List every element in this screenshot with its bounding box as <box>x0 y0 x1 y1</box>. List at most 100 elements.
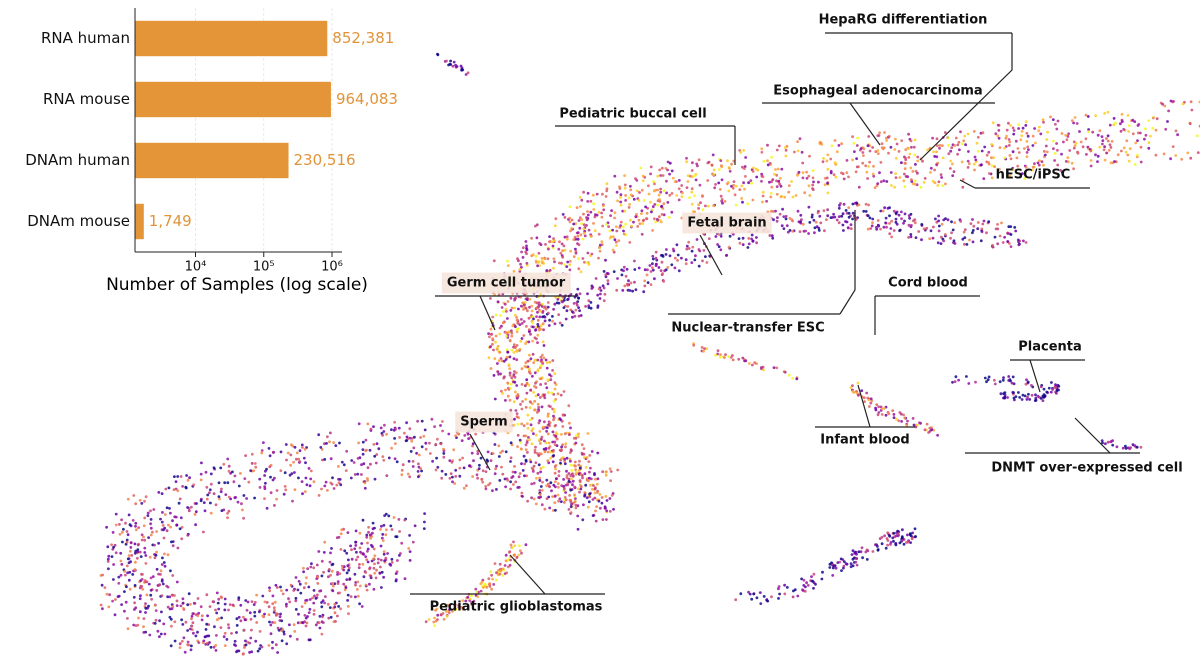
embedding-point <box>568 263 572 267</box>
embedding-point <box>499 451 502 455</box>
embedding-point <box>769 192 773 195</box>
embedding-point <box>554 480 557 483</box>
embedding-point <box>600 496 604 499</box>
embedding-point <box>144 495 148 499</box>
embedding-point <box>593 496 597 500</box>
embedding-point <box>231 603 235 607</box>
embedding-point <box>651 266 654 270</box>
embedding-point <box>258 477 262 481</box>
embedding-point <box>173 620 177 624</box>
embedding-point <box>1030 393 1034 397</box>
embedding-point <box>373 571 377 575</box>
embedding-point <box>235 617 239 621</box>
embedding-point <box>762 595 766 598</box>
embedding-point <box>878 171 881 175</box>
embedding-point <box>635 179 639 182</box>
embedding-point <box>959 130 962 134</box>
embedding-point <box>598 493 602 496</box>
embedding-point <box>531 339 534 343</box>
embedding-point <box>395 460 399 464</box>
embedding-point <box>653 203 657 206</box>
embedding-point <box>770 595 773 599</box>
embedding-point <box>297 580 301 583</box>
embedding-point <box>505 331 509 335</box>
embedding-point <box>554 485 557 489</box>
embedding-point <box>175 523 179 527</box>
embedding-point <box>724 353 727 356</box>
embedding-point <box>998 380 1002 384</box>
embedding-point <box>436 465 440 469</box>
embedding-point <box>538 315 542 319</box>
embedding-point <box>817 180 820 184</box>
embedding-point <box>691 161 694 165</box>
embedding-point <box>552 410 556 414</box>
embedding-point <box>275 497 278 501</box>
embedding-point <box>366 466 370 469</box>
embedding-point <box>1042 120 1045 124</box>
embedding-point <box>857 185 861 189</box>
embedding-point <box>384 556 388 560</box>
embedding-point <box>212 466 216 470</box>
embedding-point <box>107 567 110 571</box>
embedding-point <box>761 190 765 194</box>
embedding-point <box>205 622 209 626</box>
embedding-point <box>360 542 364 545</box>
embedding-point <box>161 524 165 527</box>
embedding-point <box>519 339 523 343</box>
embedding-point <box>1006 396 1009 399</box>
embedding-point <box>173 515 177 519</box>
embedding-point <box>516 433 520 437</box>
embedding-point <box>515 384 519 387</box>
embedding-point <box>1103 112 1106 115</box>
embedding-point <box>575 301 579 305</box>
embedding-point <box>751 239 755 243</box>
embedding-point <box>677 187 681 191</box>
embedding-point <box>517 259 520 263</box>
embedding-point <box>573 485 576 489</box>
embedding-point <box>525 261 529 265</box>
embedding-point <box>512 540 515 544</box>
embedding-point <box>1124 150 1128 154</box>
embedding-point <box>997 129 1001 132</box>
embedding-point <box>691 245 695 249</box>
embedding-point <box>560 261 563 265</box>
embedding-point <box>520 422 524 426</box>
embedding-point <box>1087 130 1090 134</box>
embedding-point <box>302 570 305 574</box>
embedding-point <box>662 280 666 283</box>
embedding-point <box>134 528 138 532</box>
embedding-point <box>680 184 684 187</box>
embedding-point <box>293 488 297 491</box>
embedding-point <box>515 328 519 331</box>
embedding-point <box>613 174 617 178</box>
embedding-point <box>470 601 474 604</box>
embedding-point <box>550 489 553 493</box>
embedding-point <box>149 593 153 597</box>
embedding-point <box>670 192 674 195</box>
embedding-point <box>348 577 352 581</box>
embedding-point <box>1096 154 1100 158</box>
embedding-point <box>1196 151 1200 155</box>
embedding-point <box>223 602 227 606</box>
embedding-point <box>943 131 947 134</box>
embedding-point <box>442 447 445 451</box>
embedding-point <box>542 328 545 332</box>
embedding-point <box>743 165 747 168</box>
embedding-point <box>640 232 644 236</box>
embedding-point <box>610 209 613 213</box>
embedding-point <box>494 578 498 582</box>
embedding-point <box>241 652 245 656</box>
embedding-point <box>557 313 561 316</box>
embedding-point <box>548 240 552 243</box>
embedding-point <box>600 240 604 244</box>
embedding-point <box>993 165 996 169</box>
embedding-point <box>628 289 632 292</box>
embedding-point <box>685 160 688 164</box>
embedding-point <box>911 170 915 173</box>
embedding-point <box>817 229 821 232</box>
embedding-point <box>904 158 908 162</box>
embedding-point <box>551 430 555 434</box>
bar-chart: Number of Samples (log scale) 10⁴ 10⁵ 10⁶R… <box>25 8 398 295</box>
embedding-point <box>524 361 528 365</box>
embedding-point <box>871 550 875 553</box>
